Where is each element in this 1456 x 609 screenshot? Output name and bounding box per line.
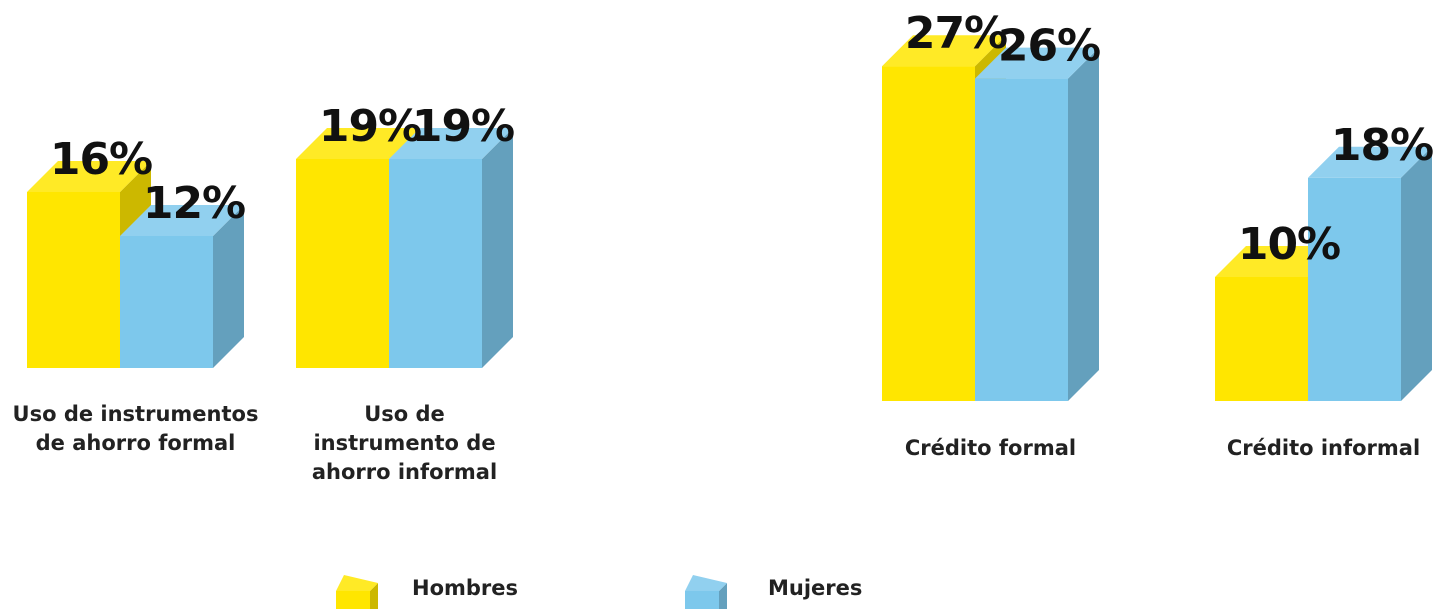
legend-icon-side	[370, 583, 378, 609]
value-label: 27%	[905, 8, 1007, 59]
legend-icon	[685, 591, 719, 609]
value-label: 12%	[143, 178, 245, 229]
bar-front	[27, 192, 120, 368]
bar	[389, 128, 513, 368]
value-label: 16%	[50, 134, 152, 185]
bar-side	[213, 205, 244, 368]
bar-side	[1068, 47, 1099, 401]
bar-top	[389, 128, 513, 159]
bar-front	[882, 66, 975, 401]
value-label: 26%	[998, 21, 1100, 72]
bar-front	[389, 159, 482, 368]
bar-top	[975, 47, 1099, 79]
value-label: 10%	[1238, 219, 1340, 270]
value-label: 19%	[319, 101, 421, 152]
bar-side	[482, 128, 513, 368]
bar	[120, 205, 244, 368]
bar-front	[296, 159, 389, 368]
bar-top	[882, 35, 1006, 67]
category-label: Uso de instrumentos de ahorro formal	[12, 402, 259, 455]
legend-icon	[336, 591, 370, 609]
category-label: Crédito informal	[1226, 436, 1421, 460]
bar-top	[27, 161, 151, 192]
category-label: Uso de instrumento de ahorro informal	[311, 402, 498, 484]
bar-top	[296, 128, 420, 159]
legend-icon-top	[336, 575, 378, 591]
bar-top	[120, 205, 244, 236]
bar	[975, 47, 1099, 401]
bar-front	[1215, 277, 1308, 401]
legend-icon-side	[719, 583, 727, 609]
category-label: Crédito formal	[904, 436, 1077, 460]
bar-front	[1308, 177, 1401, 401]
bar-front	[120, 236, 213, 368]
legend-label: Hombres	[412, 576, 519, 600]
bar-side	[1401, 146, 1432, 401]
bar-front	[975, 78, 1068, 401]
bar-top	[1308, 146, 1432, 178]
bar	[1308, 146, 1432, 401]
value-label: 18%	[1331, 120, 1433, 171]
legend-icon-top	[685, 575, 727, 591]
value-label: 19%	[412, 101, 514, 152]
legend-label: Mujeres	[768, 576, 863, 600]
